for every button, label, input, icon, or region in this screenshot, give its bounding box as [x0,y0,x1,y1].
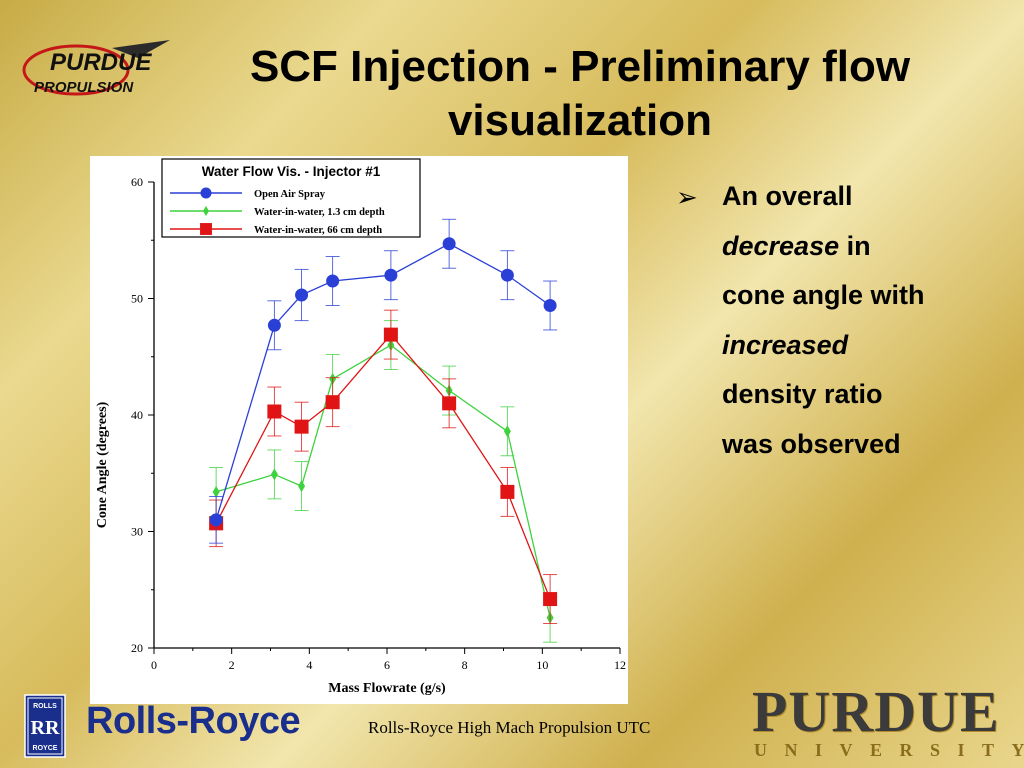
series-3 [209,309,558,624]
chart-title: Water Flow Vis. - Injector #1 [202,164,381,179]
y-tick-label: 30 [131,525,143,539]
chart-panel: 0 2 4 6 8 10 12 20 30 40 50 60 Mass Flowrate (g/s) Co… [90,156,628,704]
data-point [500,268,514,282]
y-tick-label: 40 [131,408,143,422]
y-tick-label: 60 [131,175,143,189]
x-tick-label: 0 [151,658,157,672]
footer-caption: Rolls-Royce High Mach Propulsion UTC [368,718,651,737]
x-tick-label: 2 [229,658,235,672]
legend-marker [200,187,212,199]
legend-label: Water-in-water, 66 cm depth [254,225,382,236]
logo-text-bottom: PROPULSION [34,79,134,96]
data-point [543,298,557,312]
data-point [212,485,220,498]
university-wordmark: UNIVERSITY [754,740,1024,760]
bullet-line-3: cone angle with [722,280,925,310]
data-point [267,404,282,419]
logo-orbit-ring [22,44,130,96]
x-tick-label: 10 [536,658,548,672]
bullet-arrow-icon: ➢ [676,182,698,212]
data-point [325,395,340,410]
bullet-line-2: decrease in [722,222,992,272]
data-point [209,513,223,527]
data-point [267,318,281,332]
legend-label: Water-in-water, 1.3 cm depth [254,207,385,218]
bullet-text: An overall decrease in cone angle with i… [722,172,992,469]
slide-title-line2: visualization [447,96,713,145]
data-point [383,327,398,342]
data-point [543,592,558,607]
logo-text-top: PURDUE [50,49,152,76]
data-point [326,274,340,288]
logo-jet-shape [112,40,170,58]
x-tick-label: 12 [614,658,626,672]
series-1 [209,218,558,544]
data-point [270,468,278,481]
badge-text-top: ROLLS [33,703,57,710]
y-axis-label: Cone Angle (degrees) [95,401,110,528]
bullet-emphasis-increased: increased [722,329,849,360]
x-tick-label: 8 [462,658,468,672]
legend-marker [200,223,212,235]
series-line [215,333,551,600]
data-point [294,419,309,434]
data-point [442,396,457,411]
badge-text-bottom: ROYCE [33,745,58,752]
legend-marker [203,205,209,217]
bullet-in: in [839,230,871,261]
x-axis-label: Mass Flowrate (g/s) [328,681,446,696]
rolls-royce-badge-logo: ROLLS RR ROYCE [24,694,66,758]
data-point [500,484,515,499]
bullet-line-5: density ratio [722,379,883,409]
data-point [295,288,309,302]
slide-title: SCF Injection - Preliminary flow visuali… [150,40,1010,148]
x-tick-label: 6 [384,658,390,672]
data-point [384,268,398,282]
y-tick-label: 20 [131,641,143,655]
bullet-emphasis-decrease: decrease [722,230,840,261]
bullet-line-1: An overall [722,181,853,211]
purdue-university-logo: PURDUE UNIVERSITY [744,676,1024,764]
cone-angle-chart: 0 2 4 6 8 10 12 20 30 40 50 60 Mass Flowrate (g/s) Co… [95,158,626,696]
series-line [215,344,551,618]
slide-title-line1: SCF Injection - Preliminary flow [249,42,911,91]
series-line [215,243,551,521]
badge-text-mid: RR [31,717,60,739]
bullet-line-6: was observed [722,428,901,459]
legend-label: Open Air Spray [254,189,326,200]
data-point [503,425,511,438]
rolls-royce-wordmark: Rolls-Royce [86,700,301,742]
data-point [442,237,456,251]
x-tick-label: 4 [306,658,312,672]
data-point [298,480,306,493]
purdue-propulsion-logo: PURDUE PROPULSION [22,40,170,96]
y-tick-label: 50 [131,292,143,306]
purdue-wordmark: PURDUE [752,679,1000,744]
